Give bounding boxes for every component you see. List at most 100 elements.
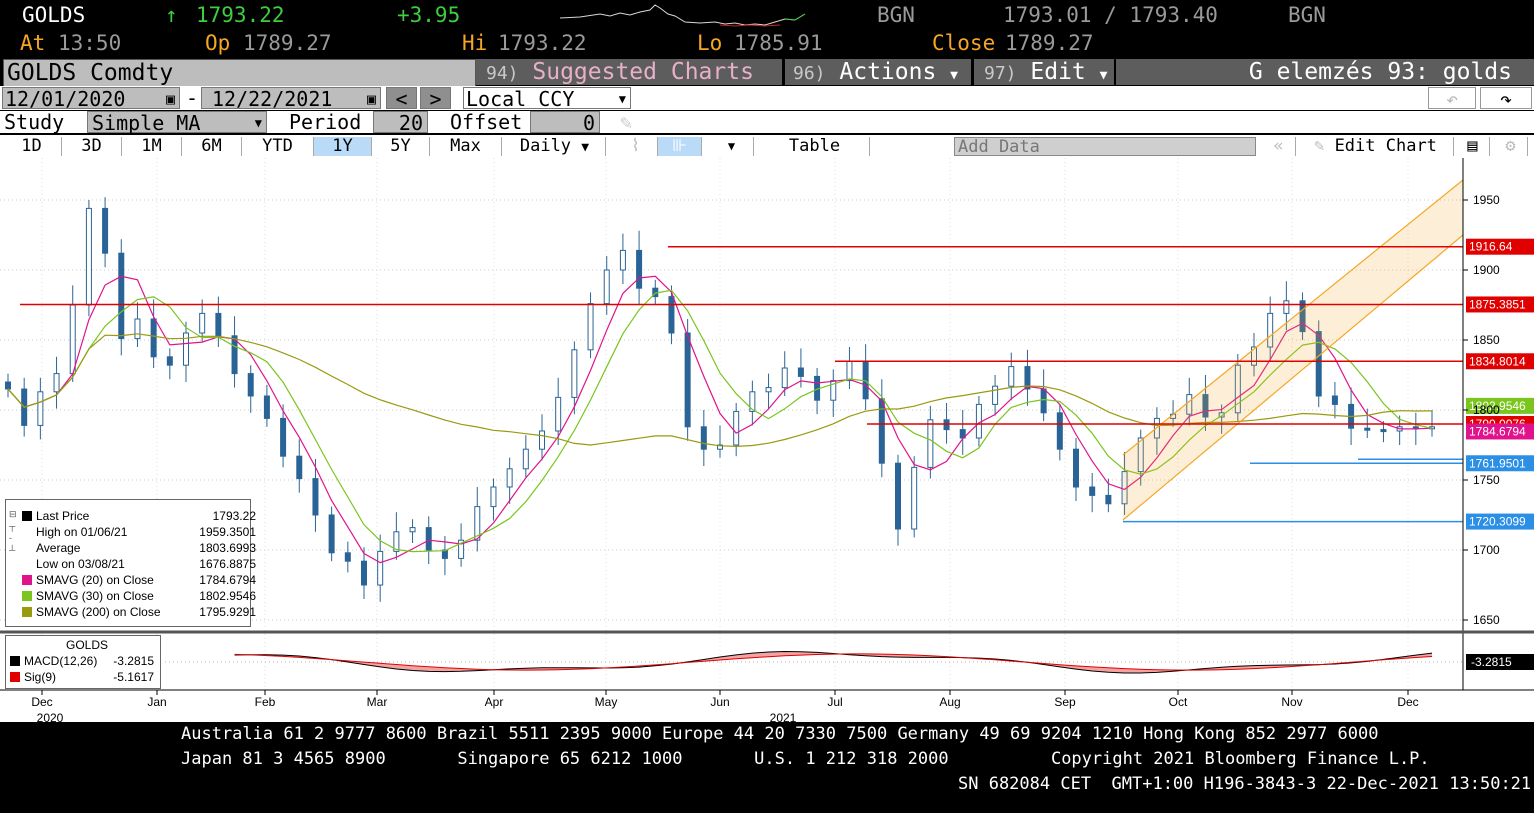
add-data-input[interactable]: Add Data (954, 137, 1256, 157)
candle-body (1364, 427, 1371, 431)
range-1y[interactable]: 1Y (314, 137, 372, 156)
candle-body (539, 430, 545, 450)
level-tag (1466, 455, 1534, 472)
x-tick-label: Mar (367, 695, 388, 709)
candle-body (846, 360, 853, 382)
intraday-sparkline (560, 4, 806, 27)
source-code-2: BGN (1288, 3, 1326, 27)
range-1m[interactable]: 1M (122, 137, 182, 156)
candle-body (425, 527, 432, 551)
frequency-value: Daily (519, 136, 572, 156)
chart-settings-icon[interactable]: ▤ (1456, 137, 1490, 156)
candle-body (199, 312, 206, 334)
candle-body (1299, 300, 1306, 333)
footer-contacts-2: Japan 81 3 4565 8900 Singapore 65 6212 1… (181, 749, 1430, 769)
candle-body (183, 332, 189, 366)
price-chart[interactable]: 1916.641875.38511834.80141790.00761761.9… (0, 158, 1534, 725)
candle-body (85, 207, 92, 306)
candle-body (555, 396, 562, 432)
edit-menu[interactable]: 97) Edit ▼ (974, 59, 1114, 85)
study-select[interactable]: Simple MA ▼ (87, 111, 267, 135)
x-tick-label: Dec (1397, 695, 1418, 709)
candle-body (1186, 394, 1193, 415)
range-max[interactable]: Max (430, 137, 502, 156)
range-6m[interactable]: 6M (182, 137, 242, 156)
legend-sma30-row: SMAVG (30) on Close 1802.9546 (22, 588, 258, 604)
edit-chart-button[interactable]: ✎ Edit Chart (1298, 137, 1454, 156)
legend-average-row: Average 1803.6993 (22, 540, 258, 556)
candle-body (69, 304, 76, 375)
actions-label: Actions (839, 59, 937, 85)
range-ytd[interactable]: YTD (242, 137, 314, 156)
actions-num: 96) (793, 63, 826, 84)
range-5y[interactable]: 5Y (372, 137, 430, 156)
function-title: G elemzés 93: golds (1116, 59, 1534, 85)
close-value: 1789.27 (1005, 31, 1094, 55)
chart-area[interactable]: 1916.641875.38511834.80141790.00761761.9… (0, 158, 1534, 725)
level-tag-label: 1761.9501 (1469, 456, 1526, 470)
chevron-down-icon: ▼ (581, 140, 590, 155)
edit-num: 97) (984, 63, 1017, 84)
close-label: Close (932, 31, 996, 55)
candle-body (992, 385, 999, 405)
currency-value: Local CCY (466, 87, 575, 111)
candle-body (1283, 300, 1290, 314)
gear-icon[interactable]: ⚙ (1494, 137, 1528, 156)
actions-menu[interactable]: 96) Actions ▼ (785, 59, 971, 85)
channel-lower (1122, 234, 1464, 521)
start-date-value: 12/01/2020 (5, 87, 126, 111)
line-chart-icon[interactable]: ⌇ (614, 137, 658, 156)
candle-body (1040, 388, 1047, 414)
high-value: 1793.22 (498, 31, 587, 55)
candle-body (53, 373, 60, 393)
x-tick-label: Dec (31, 695, 52, 709)
level-tag (1466, 238, 1534, 255)
source-code: BGN (877, 3, 915, 27)
level-tag (1466, 353, 1534, 370)
range-1d[interactable]: 1D (2, 137, 62, 156)
calendar-icon[interactable]: ▣ (165, 90, 175, 108)
pencil-icon[interactable]: ✎ (620, 110, 633, 134)
candle-body (749, 391, 756, 412)
candle-body (684, 332, 691, 428)
table-button[interactable]: Table (760, 137, 870, 156)
chevron-right-icon: > (429, 87, 442, 111)
redo-button[interactable]: ↷ (1480, 87, 1532, 110)
candle-body (5, 381, 11, 390)
study-label: Study (4, 110, 65, 134)
security-field[interactable]: GOLDS Comdty (3, 59, 476, 87)
chevron-down-icon[interactable]: ▼ (710, 137, 754, 156)
candle-body (409, 527, 416, 533)
open-label: Op (205, 31, 231, 55)
prev-period-button[interactable]: < (386, 87, 417, 110)
offset-input[interactable]: 0 (530, 111, 600, 134)
low-label: Lo (697, 31, 723, 55)
calendar-icon[interactable]: ▣ (366, 90, 376, 108)
suggested-charts-menu[interactable]: 94) Suggested Charts (476, 59, 782, 85)
candle-body (895, 462, 901, 530)
price-legend[interactable]: ⊟ ┬ - ┴ Last Price 1793.22 High on 01/06/21 1… (5, 499, 256, 627)
period-input[interactable]: 20 (373, 111, 428, 134)
frequency-select[interactable]: Daily ▼ (504, 137, 606, 156)
x-tick-label: Apr (485, 695, 504, 709)
macd-legend[interactable]: GOLDS MACD(12,26) -3.2815 Sig(9) -5.1617 (5, 635, 161, 689)
candle-body (1202, 394, 1209, 418)
at-label: At (20, 31, 46, 55)
study-value: Simple MA (92, 111, 201, 135)
candle-body (587, 303, 594, 351)
start-date-input[interactable]: 12/01/2020 ▣ (2, 87, 180, 111)
candle-chart-icon[interactable]: ⊪ (658, 137, 702, 156)
chevron-down-icon: ▼ (618, 92, 626, 106)
next-period-button[interactable]: > (420, 87, 451, 111)
currency-select[interactable]: Local CCY ▼ (463, 87, 631, 111)
undo-button[interactable]: ↶ (1428, 87, 1476, 110)
double-chevron-left-icon[interactable]: « (1262, 137, 1296, 156)
x-tick-label: Aug (939, 695, 960, 709)
end-date-input[interactable]: 12/22/2021 ▣ (201, 87, 381, 110)
year-label: 2021 (770, 711, 797, 722)
candle-body (166, 356, 173, 366)
year-label: 2020 (37, 711, 64, 722)
range-3d[interactable]: 3D (62, 137, 122, 156)
offset-label: Offset (450, 110, 523, 134)
candle-body (458, 539, 465, 559)
